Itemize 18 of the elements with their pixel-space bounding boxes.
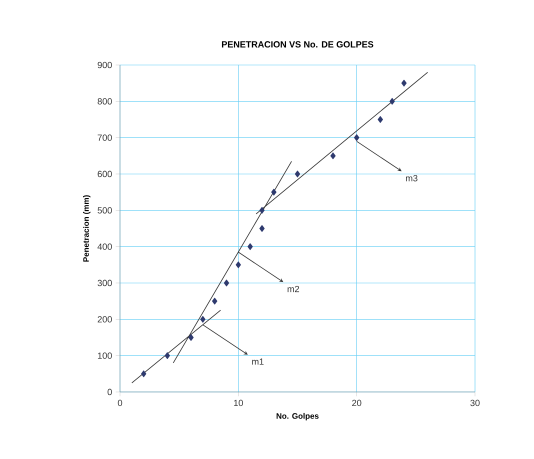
y-tick-label: 600 [98, 170, 112, 178]
y-tick-label: 100 [98, 352, 112, 359]
y-tick-label: 400 [97, 243, 112, 250]
annotation: m3 [406, 175, 418, 182]
annotation: m1 [252, 358, 264, 365]
annotation: m2 [288, 286, 300, 292]
y-tick-label: 0 [108, 388, 112, 396]
x-tick-label: 0 [118, 400, 122, 406]
y-tick-label: 900 [98, 62, 112, 68]
x-tick-label: 20 [352, 400, 362, 406]
y-tick-label: 300 [98, 280, 112, 286]
y-tick-label: 700 [98, 134, 112, 141]
x-tick-label: 10 [234, 400, 243, 406]
y-tick-label: 500 [98, 207, 112, 214]
y-tick-label: 800 [98, 98, 112, 105]
y-tick-label: 200 [98, 316, 112, 322]
chart-title: PENETRACION VS No. DE GOLPES [222, 41, 374, 48]
x-tick-label: 30 [470, 400, 480, 406]
